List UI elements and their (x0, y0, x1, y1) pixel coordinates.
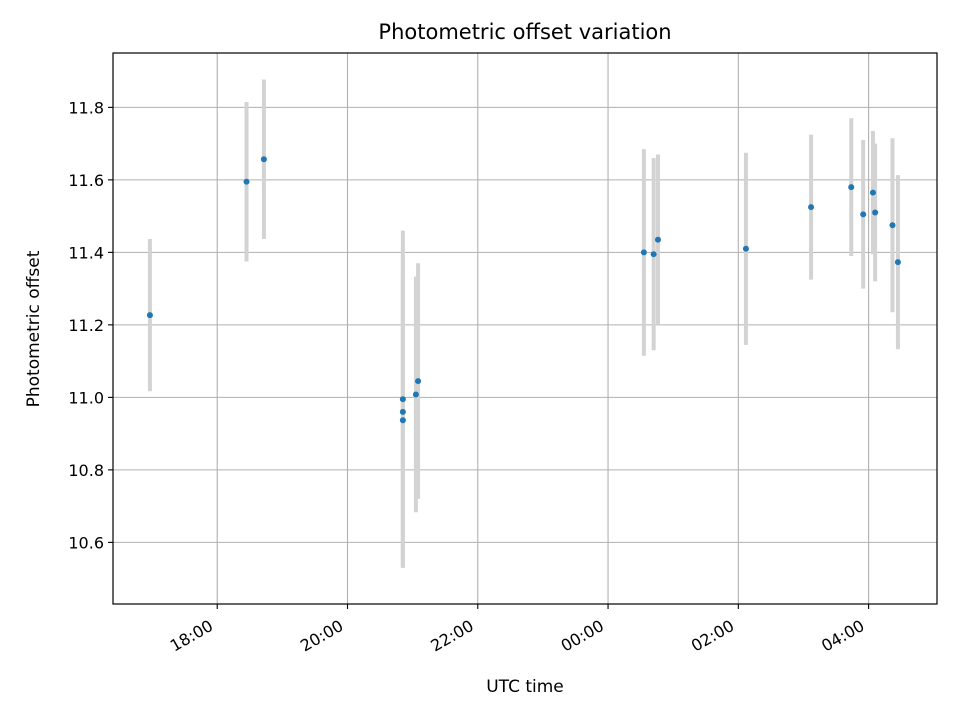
x-tick-label: 04:00 (818, 616, 867, 656)
data-point (640, 249, 647, 256)
y-axis-label: Photometric offset (24, 250, 44, 407)
data-point (243, 178, 250, 185)
data-point (808, 204, 815, 211)
y-tick-label: 11.0 (68, 388, 104, 407)
data-point (399, 396, 406, 403)
y-tick-label: 10.8 (68, 461, 104, 480)
data-point (869, 189, 876, 196)
x-tick-label: 20:00 (297, 616, 346, 656)
data-point (848, 184, 855, 191)
x-tick-label: 18:00 (167, 616, 216, 656)
x-axis-ticks: 18:00 20:00 22:00 00:00 02:00 04:00 (167, 604, 870, 656)
x-tick-label: 22:00 (427, 616, 476, 656)
data-point (860, 211, 867, 218)
data-point (412, 391, 419, 398)
data-point (399, 408, 406, 415)
y-tick-label: 11.8 (68, 98, 104, 117)
data-point (146, 312, 153, 319)
y-tick-label: 10.6 (68, 533, 104, 552)
x-axis-label: UTC time (486, 677, 564, 697)
data-point (260, 156, 267, 163)
chart-title: Photometric offset variation (378, 20, 671, 44)
data-point (415, 378, 422, 385)
y-axis-ticks: 10.6 10.8 11.0 11.2 11.4 11.6 11.8 (68, 98, 113, 552)
plot-frame (112, 52, 938, 605)
grid (113, 53, 937, 604)
data-point (650, 251, 657, 258)
data-point (889, 222, 896, 229)
x-tick-label: 02:00 (688, 616, 737, 656)
data-point (742, 245, 749, 252)
data-point (654, 236, 661, 243)
y-tick-label: 11.6 (68, 171, 104, 190)
plot-background (113, 53, 937, 604)
data-point (872, 209, 879, 216)
x-tick-label: 00:00 (558, 616, 607, 656)
data-point (894, 259, 901, 266)
y-tick-label: 11.2 (68, 316, 104, 335)
data-point (399, 417, 406, 424)
y-tick-label: 11.4 (68, 243, 104, 262)
data-points (146, 156, 901, 424)
